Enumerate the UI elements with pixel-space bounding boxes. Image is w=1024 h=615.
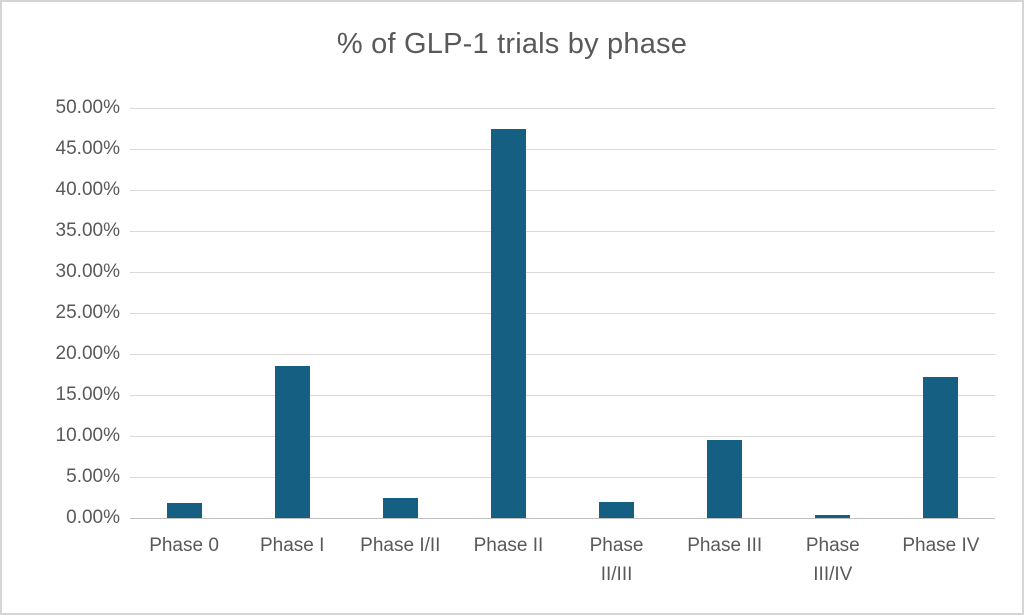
- y-tick-label: 15.00%: [55, 384, 120, 405]
- gridline: [130, 436, 995, 437]
- bar-phase-i: [274, 366, 310, 518]
- bar-slot: [454, 108, 562, 518]
- y-tick-label: 50.00%: [55, 97, 120, 118]
- y-tick-label: 45.00%: [55, 138, 120, 159]
- y-tick-label: 35.00%: [55, 220, 120, 241]
- bar-slot: [130, 108, 238, 518]
- x-tick-label: Phase 0: [149, 535, 219, 556]
- bar-phase-iv: [923, 376, 959, 518]
- x-tick-label: Phase III: [687, 535, 763, 556]
- gridline: [130, 313, 995, 314]
- gridline: [130, 477, 995, 478]
- gridline: [130, 190, 995, 191]
- bar-phase-0: [166, 503, 202, 518]
- gridline: [130, 108, 995, 109]
- bar-slot: [887, 108, 995, 518]
- bar-series: [130, 108, 995, 518]
- x-tick-label: Phase II: [473, 535, 544, 556]
- y-tick-label: 40.00%: [55, 179, 120, 200]
- x-tick-label: Phase II/III: [589, 535, 644, 585]
- x-tick-label: Phase I: [259, 535, 325, 556]
- bar-phase-i-ii: [382, 497, 418, 518]
- bar-phase-iii: [707, 440, 743, 518]
- y-tick-label: 10.00%: [55, 425, 120, 446]
- bar-slot: [346, 108, 454, 518]
- plot-area: [130, 108, 995, 519]
- gridline: [130, 272, 995, 273]
- y-tick-label: 25.00%: [55, 302, 120, 323]
- gridline: [130, 354, 995, 355]
- gridline: [130, 149, 995, 150]
- chart-title: % of GLP-1 trials by phase: [336, 28, 688, 60]
- y-tick-label: 20.00%: [55, 343, 120, 364]
- x-axis-line: [130, 518, 995, 519]
- x-tick-label: Phase IV: [902, 535, 980, 556]
- gridline: [130, 395, 995, 396]
- bar-slot: [238, 108, 346, 518]
- bar-phase-iii-iv: [815, 515, 851, 518]
- y-tick-label: 5.00%: [66, 466, 120, 487]
- bar-slot: [779, 108, 887, 518]
- x-tick-label: Phase I/II: [360, 535, 441, 556]
- x-axis: Phase 0 Phase I Phase I/II Phase II Phase II…: [130, 531, 995, 589]
- y-tick-label: 0.00%: [66, 507, 120, 528]
- bar-phase-ii-iii: [599, 501, 635, 518]
- bar-slot: [671, 108, 779, 518]
- x-tick-label: Phase III/IV: [805, 535, 860, 585]
- gridline: [130, 231, 995, 232]
- bar-slot: [563, 108, 671, 518]
- bar-phase-ii: [490, 128, 526, 518]
- y-tick-label: 30.00%: [55, 261, 120, 282]
